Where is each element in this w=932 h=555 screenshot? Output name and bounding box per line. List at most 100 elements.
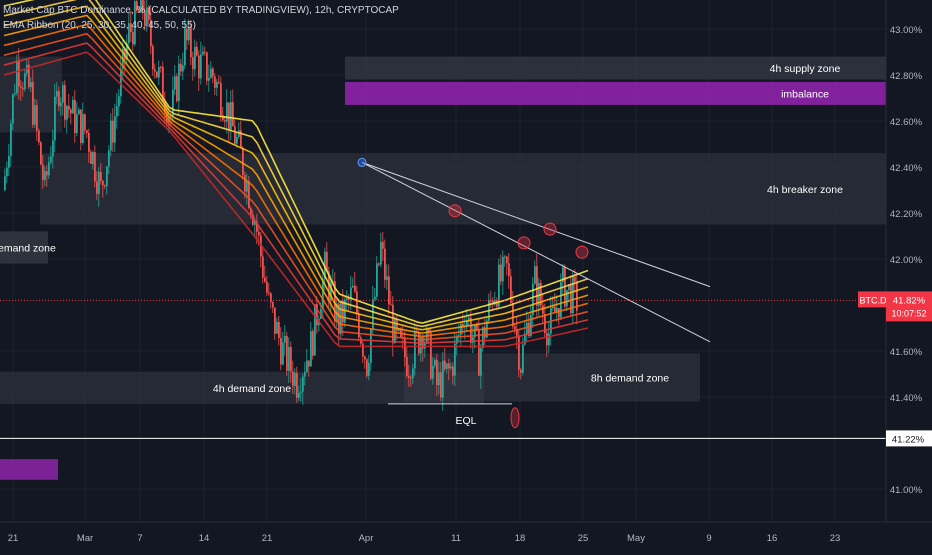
candle-body-26 <box>56 91 58 97</box>
candle-body-133 <box>270 293 272 303</box>
candle-body-275 <box>554 306 556 313</box>
candle-body-156 <box>316 304 318 326</box>
candle-body-274 <box>552 306 554 309</box>
candle-body-254 <box>512 302 514 327</box>
candle-body-258 <box>520 369 522 373</box>
candle-body-176 <box>356 291 358 315</box>
zone-label-demand_4h: 4h demand zone <box>213 383 291 395</box>
candle-body-15 <box>34 105 36 125</box>
candle-body-9 <box>22 87 24 90</box>
candle-body-283 <box>570 284 572 314</box>
candle-body-106 <box>216 81 218 88</box>
candle-body-214 <box>432 365 434 379</box>
candle-body-252 <box>508 263 510 277</box>
candle-body-267 <box>538 283 540 306</box>
candle-body-172 <box>348 297 350 300</box>
trendline-lower <box>361 161 711 343</box>
candle-body-139 <box>282 342 284 365</box>
candle-body-247 <box>498 264 500 307</box>
candle-body-173 <box>350 287 352 300</box>
candle-body-238 <box>480 347 482 376</box>
y-tick-label-5: 42.00% <box>890 255 923 266</box>
candle-body-7 <box>18 60 20 87</box>
ema-ribbon-line-2 <box>3 5 589 331</box>
trendline-upper <box>361 161 711 288</box>
candle-body-140 <box>284 335 286 343</box>
candle-body-31 <box>66 106 68 120</box>
candle-body-265 <box>534 266 536 284</box>
candle-body-277 <box>558 307 560 318</box>
candle-body-226 <box>456 335 458 344</box>
zone-supply <box>345 56 886 80</box>
candle-body-159 <box>322 278 324 310</box>
candle-body-53 <box>110 120 112 151</box>
candle-body-182 <box>368 362 370 376</box>
candle-body-113 <box>230 102 232 130</box>
candle-body-148 <box>300 391 302 393</box>
ema-ribbon-line-6 <box>3 42 589 344</box>
candle-body-23 <box>50 156 52 163</box>
symbol-tag-label: BTC.D <box>860 295 888 305</box>
candle-body-41 <box>86 130 88 133</box>
price-tag-countdown: 10:07:52 <box>891 308 926 318</box>
candle-body-229 <box>462 323 464 327</box>
candle-body-228 <box>460 323 462 336</box>
price-tag <box>886 291 932 322</box>
candle-body-227 <box>458 335 460 337</box>
candle-body-130 <box>264 277 266 282</box>
candle-body-253 <box>510 276 512 303</box>
candle-body-47 <box>98 171 100 194</box>
candle-body-58 <box>120 69 122 97</box>
candle-body-55 <box>114 116 116 143</box>
zone-label-breaker: 4h breaker zone <box>767 184 843 196</box>
candle-body-194 <box>392 304 394 344</box>
candle-body-250 <box>504 256 506 258</box>
x-tick-label-5: Apr <box>359 533 374 544</box>
candle-body-118 <box>240 130 242 148</box>
price-tag-value: 41.82% <box>893 295 926 306</box>
candle-body-144 <box>292 371 294 387</box>
candle-body-12 <box>28 64 30 88</box>
candle-body-107 <box>218 81 220 84</box>
candle-body-51 <box>106 166 108 187</box>
indicator-legend[interactable]: EMA Ribbon (20, 25, 30, 35, 40, 45, 50, … <box>3 20 196 31</box>
x-tick-label-11: 16 <box>767 533 778 544</box>
candle-body-75 <box>154 69 156 72</box>
candle-body-161 <box>326 251 328 272</box>
y-tick-label-0: 43.00% <box>890 25 923 36</box>
candle-body-204 <box>412 368 414 379</box>
candle-body-35 <box>74 99 76 134</box>
candle-body-49 <box>102 181 104 186</box>
candle-body-42 <box>88 132 90 152</box>
chart-title: Market Cap BTC Dominance, % (CALCULATED … <box>3 5 399 16</box>
candle-body-217 <box>438 372 440 386</box>
ema-ribbon-line-5 <box>3 32 589 341</box>
candle-body-76 <box>156 71 158 78</box>
candle-body-43 <box>90 151 92 164</box>
candle-body-114 <box>232 102 234 127</box>
touch-marker-3 <box>575 245 589 259</box>
candle-body-143 <box>290 347 292 372</box>
candle-body-108 <box>220 83 222 116</box>
trendline-anchor-point <box>357 157 367 167</box>
candle-body-223 <box>450 366 452 369</box>
candle-body-131 <box>266 281 268 293</box>
candle-body-205 <box>414 331 416 369</box>
candle-body-175 <box>354 285 356 292</box>
candle-body-236 <box>476 324 478 330</box>
x-tick-label-1: Mar <box>77 533 93 544</box>
candle-body-152 <box>308 360 310 367</box>
candle-body-24 <box>52 140 54 157</box>
candle-body-185 <box>374 296 376 300</box>
candle-body-263 <box>530 315 532 337</box>
x-tick-label-7: 18 <box>515 533 526 544</box>
candle-body-27 <box>58 91 60 107</box>
touch-marker-0 <box>448 204 462 218</box>
candle-body-234 <box>472 337 474 343</box>
candle-body-208 <box>420 337 422 354</box>
candle-body-212 <box>428 328 430 334</box>
candle-body-48 <box>100 171 102 182</box>
candle-body-240 <box>484 327 486 338</box>
